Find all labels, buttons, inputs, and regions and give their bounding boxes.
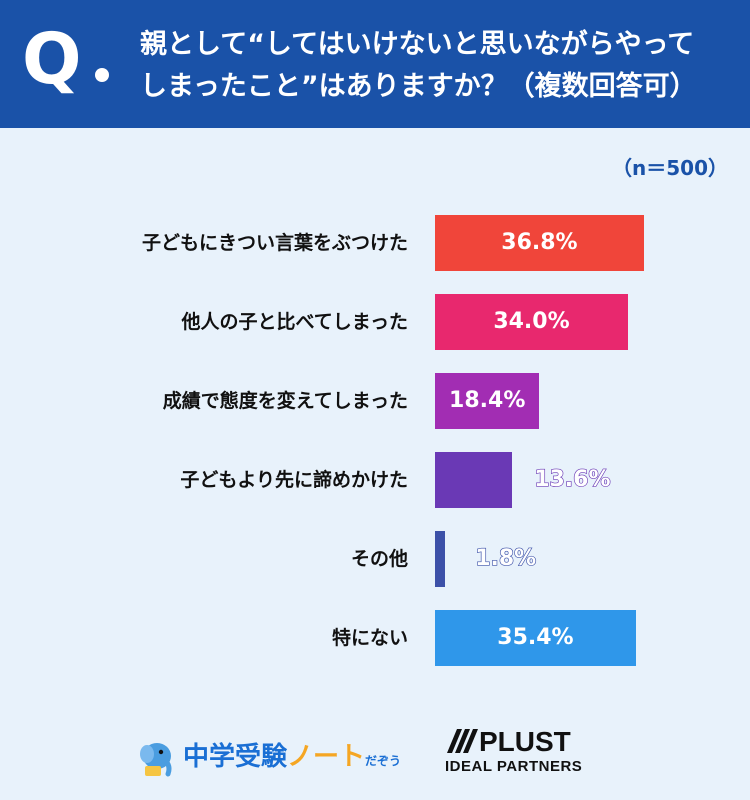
logo2-top: PLUST xyxy=(445,726,582,758)
value-label: 34.0% xyxy=(493,309,570,334)
question-header: Q 親として“してはいけないと思いながらやって しまったこと”はありますか？（複… xyxy=(0,0,750,128)
value-label: 1.8% xyxy=(475,545,537,571)
category-label: 特にない xyxy=(331,627,408,649)
question-text: 親として“してはいけないと思いながらやって しまったこと”はありますか？（複数回… xyxy=(140,24,740,108)
q-dot-icon xyxy=(95,68,109,82)
logo1-text: 中学受験ノートだぞう xyxy=(183,736,401,773)
question-line-2: しまったこと”はありますか？（複数回答可） xyxy=(140,71,697,102)
value-label: 13.6% xyxy=(534,466,612,492)
bar xyxy=(435,373,540,429)
category-label: 子どもより先に諦めかけた xyxy=(180,469,408,491)
sample-size: （n＝500） xyxy=(612,156,728,180)
value-label: 18.4% xyxy=(449,388,526,413)
plust-mark-icon xyxy=(447,729,478,753)
q-mark: Q xyxy=(22,18,82,100)
logo1-small: だぞう xyxy=(365,754,402,768)
logo1-note: ノート xyxy=(287,742,366,772)
logo2-bottom: IDEAL PARTNERS xyxy=(445,758,583,775)
category-label: 成績で態度を変えてしまった xyxy=(162,390,408,412)
category-label: その他 xyxy=(350,548,408,570)
bar xyxy=(435,215,644,271)
bar xyxy=(435,531,446,587)
question-line-1: 親として“してはいけないと思いながらやって xyxy=(140,29,695,60)
bar xyxy=(435,452,513,508)
logo1-main: 中学受験 xyxy=(183,742,288,772)
value-label: 35.4% xyxy=(497,625,574,650)
bar xyxy=(435,294,628,350)
bar xyxy=(435,610,636,666)
plust-logo: PLUST IDEAL PARTNERS xyxy=(445,726,582,775)
category-label: 他人の子と比べてしまった xyxy=(181,311,408,333)
category-label: 子どもにきつい言葉をぶつけた xyxy=(141,232,408,254)
value-label: 36.8% xyxy=(501,230,578,255)
logo2-top-text: PLUST xyxy=(479,726,571,757)
footer-logos: 中学受験ノートだぞう PLUST IDEAL PARTNERS xyxy=(0,720,750,800)
elephant-mascot-icon xyxy=(140,743,172,777)
